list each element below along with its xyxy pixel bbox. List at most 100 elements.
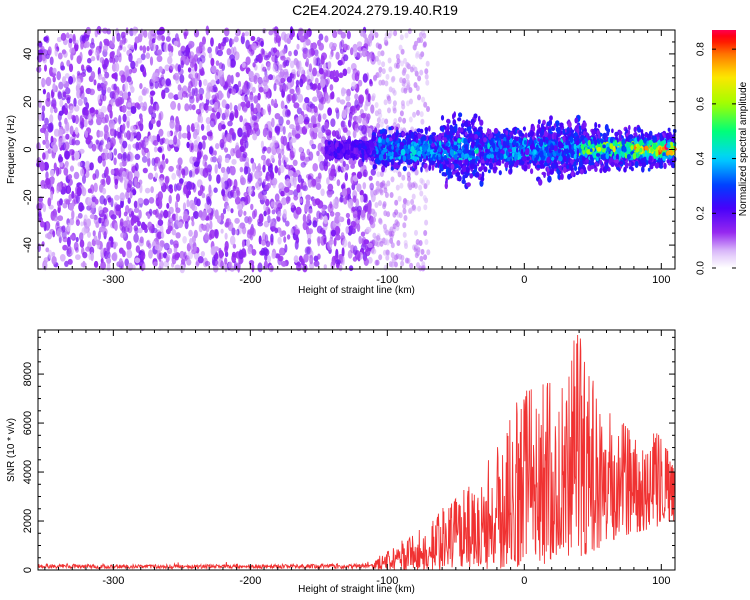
spectrogram-cell	[148, 226, 154, 234]
spectrogram-cell	[402, 198, 407, 205]
spectrogram-cell	[93, 260, 99, 268]
spectrogram-cell	[81, 64, 85, 71]
spectrogram-cell	[82, 174, 86, 184]
spectrogram-cell	[202, 167, 209, 178]
spectrogram-cell	[182, 202, 187, 212]
spectrogram-cell	[52, 230, 56, 238]
spectrogram-cell	[346, 88, 351, 98]
spectrogram-cell	[224, 262, 228, 273]
spectrogram-cell	[255, 182, 259, 189]
spectrogram-cell	[45, 247, 50, 253]
spectrogram-cell	[457, 175, 462, 182]
spectrogram-cell	[150, 118, 156, 125]
spectrogram-cell	[216, 111, 221, 120]
spectrogram-cell	[204, 260, 211, 267]
spectrogram-cell	[367, 242, 373, 248]
spectrogram-cell	[109, 119, 115, 129]
spectrogram-cell	[239, 145, 245, 153]
spectrogram-cell	[116, 48, 120, 56]
spectrogram-cell	[100, 178, 105, 185]
spectrogram-cell	[373, 211, 377, 218]
spectrogram-cell	[374, 202, 379, 208]
spectrogram-cell	[45, 171, 49, 180]
spectrogram-cell	[245, 157, 250, 165]
spectrogram-cell	[215, 143, 220, 150]
spectrogram-cell	[312, 56, 317, 66]
spectrogram-cell	[385, 254, 390, 261]
spectrogram-cell	[252, 133, 258, 141]
spectrogram-cell	[45, 35, 50, 44]
spectrogram-cell	[248, 94, 255, 103]
spectrogram-cell	[93, 182, 98, 193]
spectrogram-cell	[290, 202, 295, 209]
spectrogram-cell	[281, 197, 287, 206]
spectrogram-cell	[402, 231, 407, 238]
spectrogram-cell	[323, 63, 327, 73]
spectrogram-cell	[483, 166, 488, 173]
spectrogram-cell	[111, 98, 116, 107]
spectrogram-cell	[175, 193, 181, 203]
spectrogram-cell	[76, 70, 81, 76]
spectrogram-cell	[186, 141, 190, 149]
spectrogram-cell	[219, 76, 223, 85]
spectrogram-cell	[103, 250, 109, 260]
spectrogram-cell	[65, 121, 70, 132]
spectrogram-cell	[260, 154, 267, 161]
spectrogram-cell	[417, 205, 422, 212]
spectrogram-cell	[293, 255, 299, 263]
spectrogram-cell	[266, 182, 271, 189]
spectrogram-cell	[422, 41, 427, 48]
spectrogram-cell	[231, 158, 237, 165]
spectrogram-cell	[594, 166, 598, 172]
spectrogram-cell	[234, 109, 239, 119]
spectrogram-cell	[364, 248, 371, 257]
spectrogram-cell	[278, 158, 282, 167]
spectrogram-cell	[193, 140, 199, 149]
spectrogram-cell	[286, 37, 291, 44]
spectrogram-cell	[133, 225, 138, 232]
spectrogram-cell	[385, 249, 390, 256]
spectrogram-cell	[70, 52, 74, 61]
spectrogram-cell	[364, 89, 369, 95]
spectrogram-cell	[404, 257, 409, 264]
spectrogram-cell	[322, 113, 327, 120]
spectrogram-cell	[335, 211, 341, 217]
spectrogram-cell	[313, 127, 319, 133]
spectrogram-cell	[151, 157, 156, 167]
spectrogram-cell	[58, 81, 64, 90]
spectrogram-cell	[419, 111, 424, 118]
spectrogram-cell	[356, 223, 361, 232]
spectrogram-cell	[409, 98, 413, 105]
spectrogram-cell	[319, 160, 326, 171]
spectrogram-cell	[364, 203, 368, 212]
spectrogram-cell	[38, 196, 43, 203]
spectrogram-cell	[160, 74, 165, 80]
spectrogram-cell	[158, 66, 163, 73]
spectrogram-cell	[257, 262, 263, 273]
spectrogram-cell	[347, 199, 354, 209]
spectrogram-cell	[89, 42, 95, 49]
spectrogram-cell	[185, 47, 190, 57]
spectrogram-cell	[206, 124, 211, 133]
spectrogram-cell	[187, 85, 191, 94]
spectrogram-cell	[477, 115, 481, 122]
spectrogram-cell	[455, 123, 458, 128]
spectrogram-cell	[220, 212, 225, 221]
spectrogram-cell	[98, 130, 104, 137]
spectrogram-cell	[159, 260, 164, 270]
spectrogram-cell	[163, 87, 170, 93]
spectrogram-cell	[273, 206, 278, 212]
spectrogram-cell	[127, 262, 133, 271]
spectrogram-cell	[372, 232, 377, 239]
spectrogram-cell	[113, 157, 117, 166]
spectrogram-cell	[292, 159, 298, 166]
spectrogram-cell	[300, 151, 306, 161]
spectrogram-cell	[208, 184, 212, 195]
spectrogram-cell	[58, 141, 62, 148]
spectrogram-cell	[304, 116, 310, 123]
spectrogram-cell	[61, 49, 67, 55]
spectrogram-cell	[268, 30, 274, 36]
spectrogram-cell	[241, 32, 245, 38]
spectrogram-cell	[75, 254, 81, 260]
spectrogram-cell	[405, 73, 410, 80]
